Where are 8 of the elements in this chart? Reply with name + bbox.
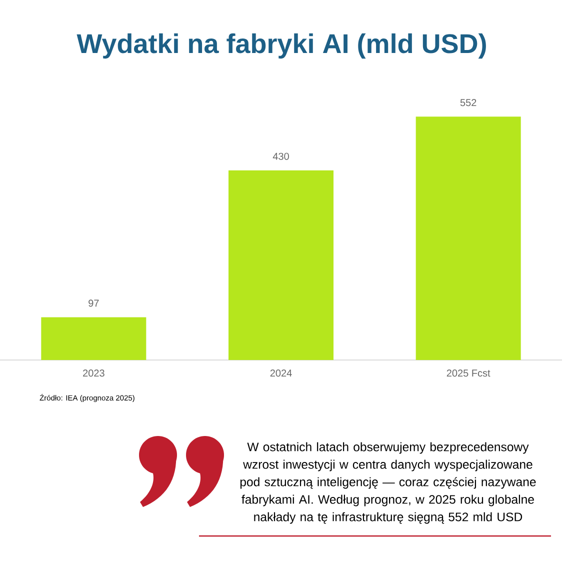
data-label: 97 (88, 300, 99, 307)
x-tick-label: 2023 (83, 370, 104, 377)
data-label: 552 (460, 99, 476, 106)
data-label: 430 (272, 152, 289, 160)
text: W ostatnich latach obserwujemy bezprecedensowy wzrost inwestycji w centra danych wyspecjalizowane pod sztuczną inteligencję — coraz częściej nazywane fabrykami AI. Według prognoz, w 2025 roku globalne nakłady na tę infrastrukturę sięgną 552 mld USD (240, 442, 536, 524)
chart-title: Wydatki na fabryki AI (mld USD) (76, 33, 486, 59)
x-tick-label: 2024 (270, 370, 292, 377)
x-tick-label: 2025 Fcst (446, 370, 490, 377)
